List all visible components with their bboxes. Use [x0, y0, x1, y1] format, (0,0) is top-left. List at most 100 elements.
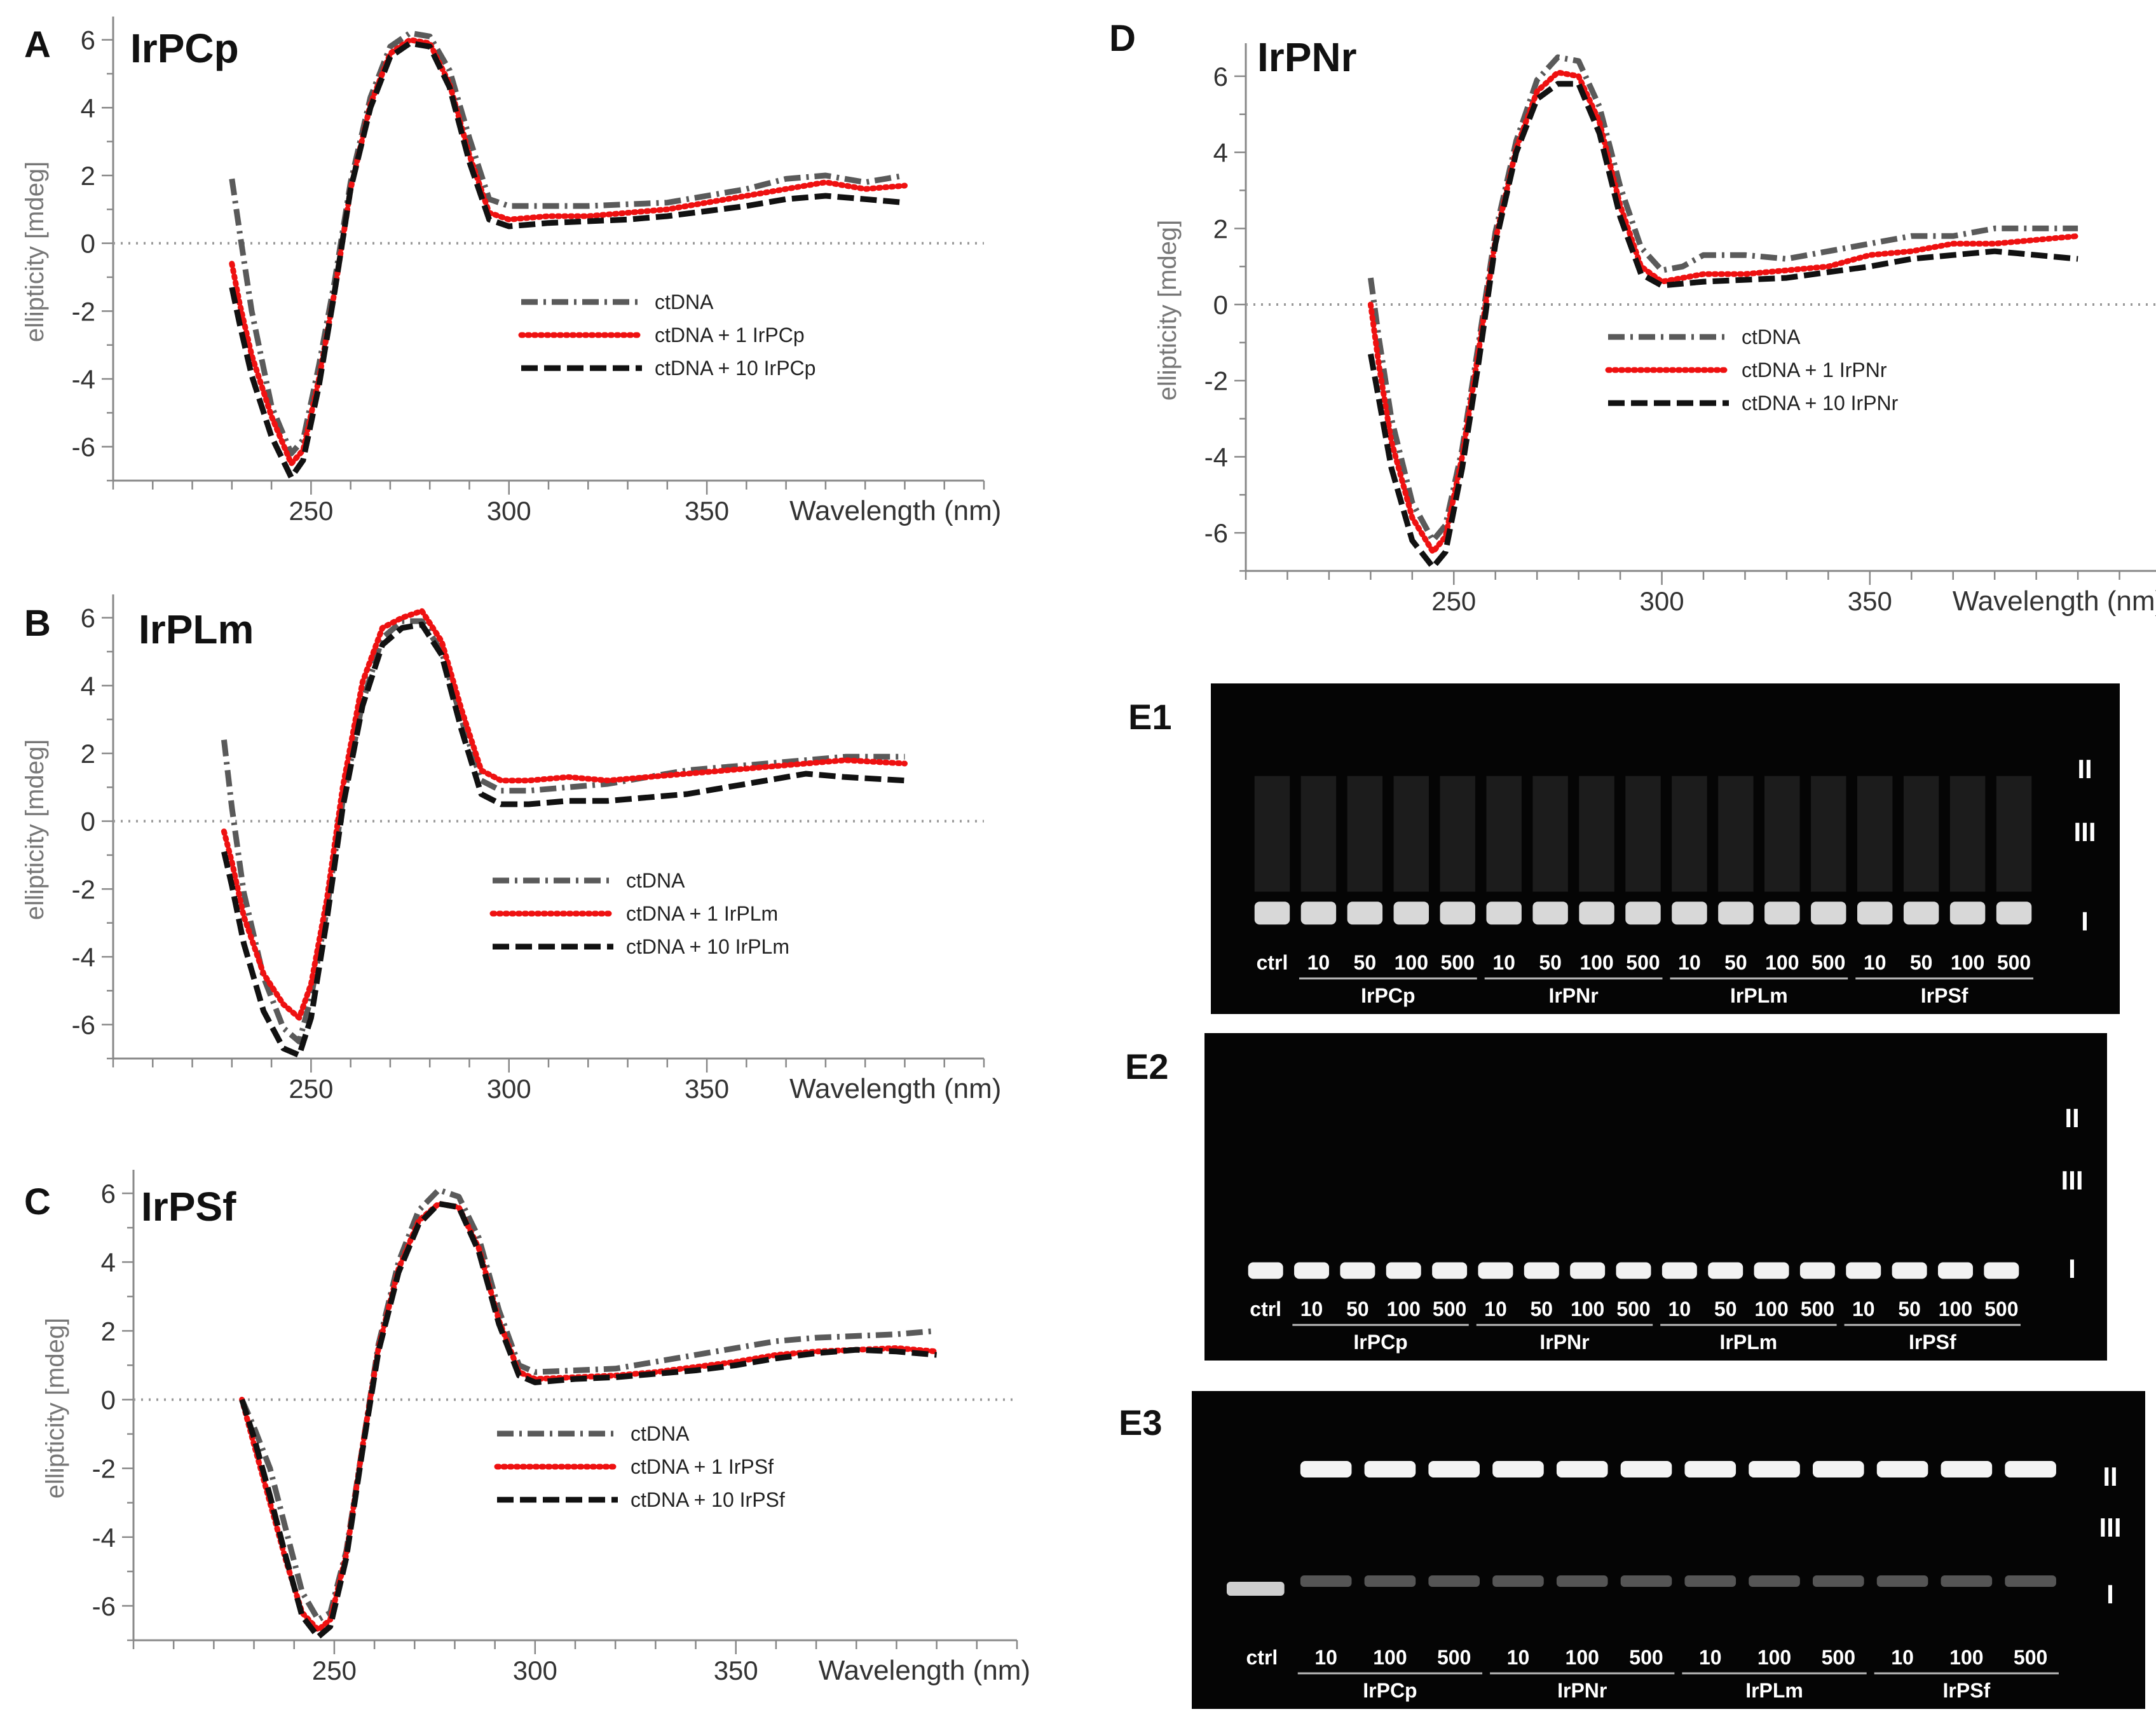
compound-group-label: IrPCp	[1353, 1331, 1407, 1354]
gel-smear	[1718, 776, 1754, 892]
y-tick-label: 6	[101, 1179, 116, 1209]
lane-label-dose: 100	[1373, 1646, 1407, 1669]
lane-label-dose: 500	[1997, 951, 2031, 974]
lane-label-dose: 500	[1801, 1298, 1834, 1320]
lane-label-dose: 50	[1714, 1298, 1737, 1320]
legend-label: ctDNA	[631, 1422, 690, 1445]
dna-band-form-II	[1492, 1461, 1544, 1477]
dna-band-form-II	[1813, 1461, 1864, 1477]
panel-title: IrPLm	[139, 607, 254, 652]
x-tick-label: 300	[487, 496, 531, 526]
dna-band-form-I	[1749, 1575, 1800, 1587]
gel-panel-label: E3	[1119, 1402, 1163, 1443]
legend-label: ctDNA + 1 IrPLm	[626, 902, 778, 925]
gel-lanes: ctrl 10 50 100 500 IrPCp 10 50 100 500 IrPNr 10 50 10…	[1254, 754, 2096, 1007]
band-form-label: III	[2099, 1512, 2121, 1542]
dna-band-form-I	[1556, 1575, 1608, 1587]
dna-band-form-II	[1556, 1461, 1608, 1477]
dna-band-form-I	[1386, 1262, 1421, 1279]
band-form-label: I	[2081, 906, 2089, 936]
dna-band-form-I	[1811, 902, 1846, 925]
x-tick-label: 350	[714, 1656, 758, 1685]
dna-band-form-I	[1340, 1262, 1375, 1279]
legend-label: ctDNA + 10 IrPNr	[1742, 392, 1899, 415]
lane-label-dose: 10	[1891, 1646, 1914, 1669]
dna-band-form-II	[1684, 1461, 1736, 1477]
y-tick-label: -2	[72, 296, 95, 326]
dna-band-form-I	[1440, 902, 1475, 925]
dna-band-form-I	[1248, 1262, 1283, 1279]
y-axis-label: ellipticity [mdeg]	[41, 1318, 69, 1499]
dna-band-form-I	[1300, 1575, 1352, 1587]
band-form-label: II	[2103, 1462, 2117, 1491]
y-tick-label: 2	[81, 161, 95, 191]
panel-title: IrPCp	[130, 25, 239, 71]
lane-label-dose: 10	[1300, 1298, 1323, 1320]
dna-band-form-II	[1749, 1461, 1800, 1477]
band-form-label: I	[2106, 1579, 2114, 1609]
gel-panel-label: E2	[1125, 1046, 1169, 1087]
lane-label-dose: 50	[1530, 1298, 1553, 1320]
compound-group-label: IrPSf	[1921, 984, 1968, 1007]
x-tick-label: 250	[1431, 586, 1476, 616]
gel-image-e1: ctrl 10 50 100 500 IrPCp 10 50 100 500 IrPNr 10 50 10…	[1211, 683, 2120, 1014]
y-tick-label: 4	[101, 1247, 116, 1277]
legend-label: ctDNA	[1742, 326, 1801, 348]
lane-label-dose: 10	[1507, 1646, 1530, 1669]
compound-group-label: IrPLm	[1745, 1679, 1803, 1702]
panel-title: IrPSf	[141, 1184, 236, 1230]
y-tick-label: 0	[81, 229, 95, 259]
lane-label-dose: 50	[1539, 951, 1562, 974]
dna-band-form-I	[1937, 1262, 1973, 1279]
dna-band-form-II	[1876, 1461, 1928, 1477]
lane-label-dose: 100	[1566, 1646, 1599, 1669]
dna-band-form-I	[1892, 1262, 1927, 1279]
lane-label-ctrl: ctrl	[1250, 1298, 1281, 1320]
x-tick-label: 350	[1848, 586, 1892, 616]
y-tick-label: 4	[1213, 138, 1228, 168]
gel-smear	[1764, 776, 1800, 892]
legend-label: ctDNA + 10 IrPCp	[655, 357, 815, 380]
compound-group-label: IrPLm	[1730, 984, 1788, 1007]
x-axis-label: Wavelength (nm)	[819, 1655, 1030, 1686]
legend-label: ctDNA + 1 IrPSf	[631, 1455, 774, 1478]
series-line-dashed	[239, 1200, 937, 1640]
dna-band-form-I	[1616, 1262, 1651, 1279]
series-line-dashed	[1367, 81, 2078, 570]
dna-band-form-I	[1620, 1575, 1672, 1587]
lane-label-dose: 10	[1864, 951, 1886, 974]
dna-band-form-I	[1294, 1262, 1330, 1279]
dna-band-form-I	[1347, 902, 1383, 925]
lane-label-dose: 500	[1616, 1298, 1650, 1320]
lane-label-dose: 10	[1852, 1298, 1875, 1320]
lane-label-dose: 10	[1492, 951, 1515, 974]
lane-label-dose: 10	[1307, 951, 1330, 974]
panel-letter: A	[24, 24, 51, 65]
series-line-dotted	[229, 37, 908, 467]
y-axis-label: ellipticity [mdeg]	[21, 161, 49, 343]
lane-label-dose: 10	[1668, 1298, 1691, 1320]
y-tick-label: -6	[72, 1010, 95, 1040]
legend-label: ctDNA + 1 IrPNr	[1742, 359, 1887, 381]
y-tick-label: -6	[1204, 518, 1228, 548]
dna-band-form-I	[1799, 1262, 1835, 1279]
dna-band-form-I	[1478, 1262, 1513, 1279]
x-tick-label: 250	[312, 1656, 357, 1685]
lane-label-dose: 500	[1629, 1646, 1663, 1669]
lane-label-dose: 100	[1757, 1646, 1791, 1669]
y-tick-label: -4	[92, 1523, 116, 1553]
dna-band-form-I	[1846, 1262, 1881, 1279]
panel-letter: C	[24, 1181, 51, 1223]
gel-image-e3: ctrl 10 100 500 IrPCp 10 100 500 IrPNr 10 100 500 Ir…	[1192, 1391, 2145, 1709]
legend-label: ctDNA + 1 IrPCp	[655, 324, 805, 346]
legend: ctDNA ctDNA + 1 IrPNr ctDNA + 10 IrPNr	[1605, 326, 1899, 415]
y-tick-label: -2	[72, 874, 95, 904]
gel-smear	[1903, 776, 1939, 892]
gel-smear	[1486, 776, 1522, 892]
compound-group-label: IrPCp	[1363, 1679, 1417, 1702]
panel-title: IrPNr	[1257, 34, 1357, 80]
dna-band-form-II	[1620, 1461, 1672, 1477]
cd-panel-c: 250 300 350 Wavelength (nm) -6 -4 -2 0 2 4 6 ellipt…	[24, 1170, 1030, 1686]
dna-band-form-I	[1570, 1262, 1606, 1279]
